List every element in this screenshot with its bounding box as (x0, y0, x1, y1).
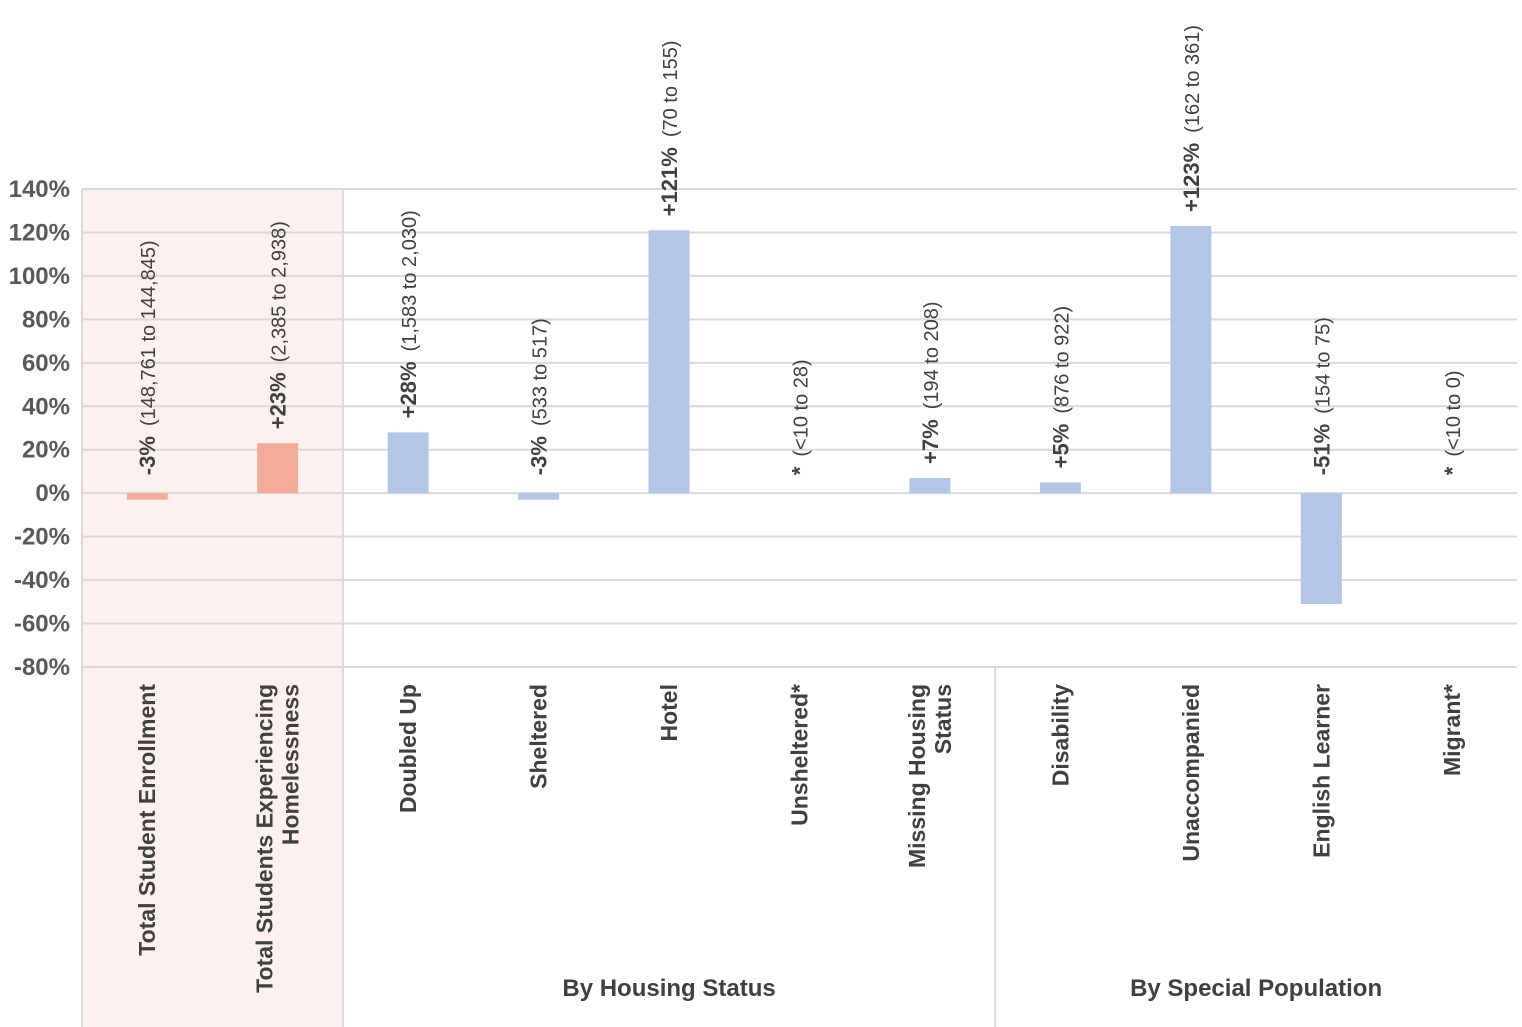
y-tick-label: 140% (9, 176, 70, 203)
bar (648, 230, 690, 494)
data-label-count: (533 to 517) (530, 318, 552, 436)
bar (909, 477, 951, 494)
data-label-percent: -3% (527, 436, 552, 475)
category-label: Migrant* (1439, 684, 1465, 776)
category-labels: Total Student Enrollment Total Students E… (134, 684, 1465, 993)
data-label-percent: * (788, 466, 813, 475)
y-tick-label: 0% (35, 480, 70, 507)
data-label-percent: +28% (396, 361, 421, 418)
category-label: Missing Housing (904, 684, 930, 868)
bars (126, 225, 1342, 604)
bar (1170, 225, 1212, 494)
category-label: Sheltered (526, 684, 552, 789)
data-label: -3% (148,761 to 144,845) (135, 240, 160, 475)
data-label-percent: +5% (1048, 424, 1073, 469)
y-tick-label: 60% (22, 350, 70, 377)
category-label: English Learner (1308, 684, 1334, 858)
category-label: Homelessness (278, 684, 304, 845)
bar (518, 493, 560, 500)
data-label: * (<10 to 28) (788, 359, 813, 475)
category-label: Doubled Up (395, 684, 421, 813)
data-label: +7% (194 to 208) (918, 301, 943, 464)
data-label-percent: * (1440, 466, 1465, 475)
gridlines (81, 188, 1517, 1027)
category-label: Hotel (656, 684, 682, 742)
bar (257, 443, 299, 494)
group-labels: By Housing Status By Special Population (562, 975, 1382, 1002)
y-tick-label: -20% (14, 524, 70, 551)
data-label-percent: +121% (657, 147, 682, 216)
data-label-count: (<10 to 0) (1443, 370, 1465, 466)
y-tick-label: 120% (9, 219, 70, 246)
data-label: -3% (533 to 517) (527, 318, 552, 475)
data-label: +28% (1,583 to 2,030) (396, 210, 421, 418)
data-label-percent: +123% (1179, 143, 1204, 212)
bar (126, 493, 168, 500)
data-label-count: (876 to 922) (1051, 306, 1073, 424)
bar (1300, 493, 1342, 604)
data-label-count: (194 to 208) (921, 301, 943, 419)
bar (387, 432, 429, 494)
highlight-panel (82, 189, 343, 1027)
data-label-count: (148,761 to 144,845) (138, 240, 160, 436)
y-tick-label: -60% (14, 611, 70, 638)
y-tick-label: 80% (22, 306, 70, 333)
data-label: +5% (876 to 922) (1048, 306, 1073, 469)
bar (1039, 482, 1081, 494)
y-tick-label: 20% (22, 437, 70, 464)
group-separators (341, 189, 997, 1027)
category-label: Unaccompanied (1178, 684, 1204, 862)
data-label-count: (1,583 to 2,030) (399, 210, 421, 361)
data-label: -51% (154 to 75) (1309, 317, 1334, 475)
category-label: Unsheltered* (787, 684, 813, 826)
group-label: By Special Population (1130, 975, 1382, 1002)
category-label: Total Students Experiencing (252, 684, 278, 993)
data-label-percent: +23% (266, 372, 291, 429)
category-label: Status (930, 684, 956, 754)
y-tick-label: 40% (22, 393, 70, 420)
group-label: By Housing Status (562, 975, 775, 1002)
data-labels: -3% (148,761 to 144,845) +23% (2,385 to 2… (135, 25, 1465, 475)
data-label: +23% (2,385 to 2,938) (266, 221, 291, 429)
y-tick-label: 100% (9, 263, 70, 290)
data-label-count: (2,385 to 2,938) (269, 221, 291, 372)
data-label: * (<10 to 0) (1440, 370, 1465, 475)
data-label: +123% (162 to 361) (1179, 25, 1204, 212)
data-label-percent: -51% (1309, 424, 1334, 475)
data-label: +121% (70 to 155) (657, 40, 682, 216)
data-label-percent: +7% (918, 419, 943, 464)
category-label: Total Student Enrollment (134, 684, 160, 956)
data-label-percent: -3% (135, 436, 160, 475)
data-label-count: (162 to 361) (1182, 25, 1204, 143)
data-label-count: (154 to 75) (1312, 317, 1334, 424)
data-label-count: (70 to 155) (660, 40, 682, 147)
y-tick-label: -80% (14, 654, 70, 681)
data-label-count: (<10 to 28) (791, 359, 813, 466)
y-tick-label: -40% (14, 567, 70, 594)
category-label: Disability (1047, 684, 1073, 786)
y-axis-tick-labels: 140% 120% 100% 80% 60% 40% 20% 0% -20% -40% -60% -8… (9, 176, 70, 681)
